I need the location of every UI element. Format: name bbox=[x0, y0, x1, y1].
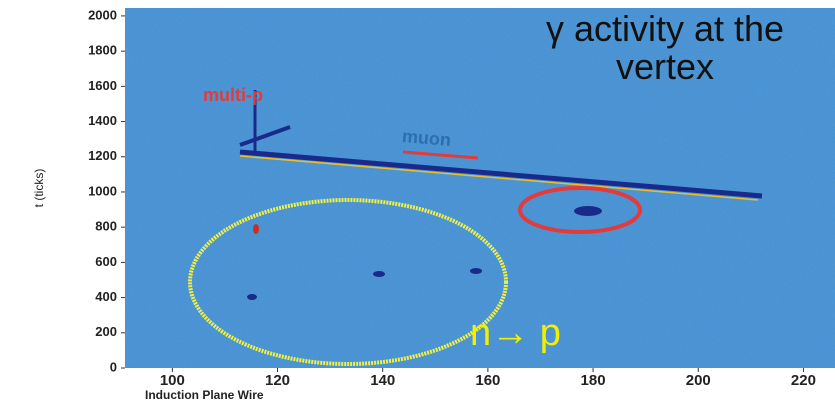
x-tick-label: 160 bbox=[475, 372, 500, 389]
x-axis-label: Induction Plane Wire bbox=[145, 388, 264, 402]
y-tick-label: 1800 bbox=[88, 43, 117, 58]
y-tick-label: 1000 bbox=[88, 183, 117, 198]
blob bbox=[253, 224, 259, 234]
y-tick-label: 800 bbox=[95, 219, 117, 234]
annotation: multi-p bbox=[203, 85, 263, 106]
annotation: γ activity at the vertex bbox=[505, 10, 825, 86]
x-tick-label: 120 bbox=[265, 372, 290, 389]
blob bbox=[470, 268, 482, 274]
y-tick-label: 200 bbox=[95, 324, 117, 339]
annotation: muon bbox=[401, 126, 452, 151]
y-tick-label: 0 bbox=[110, 359, 117, 374]
y-tick-label: 600 bbox=[95, 254, 117, 269]
x-tick-label: 220 bbox=[791, 372, 816, 389]
y-tick-label: 1200 bbox=[88, 148, 117, 163]
x-tick-label: 100 bbox=[160, 372, 185, 389]
x-tick-label: 180 bbox=[581, 372, 606, 389]
page: 0 200 400 600 800 1000 1200 1400 1600 1800 2000 100… bbox=[0, 0, 835, 405]
x-tick-label: 200 bbox=[686, 372, 711, 389]
y-tick-label: 400 bbox=[95, 289, 117, 304]
y-tick-label: 2000 bbox=[88, 7, 117, 22]
x-tick-label: 140 bbox=[370, 372, 395, 389]
annotation: n→ p bbox=[470, 312, 561, 355]
blob bbox=[373, 271, 385, 277]
y-axis-label: t (ticks) bbox=[32, 169, 46, 208]
blob bbox=[247, 294, 257, 300]
y-tick-label: 1400 bbox=[88, 113, 117, 128]
y-tick-label: 1600 bbox=[88, 78, 117, 93]
gamma-blob bbox=[574, 206, 602, 216]
